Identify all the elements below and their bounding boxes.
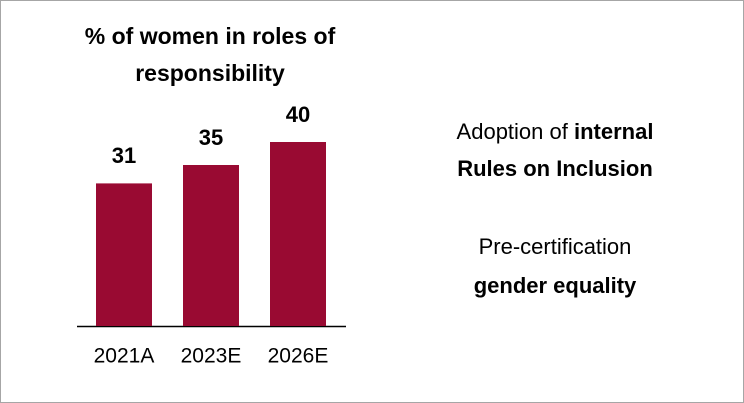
x-tick-label: 2026E — [268, 345, 329, 368]
side-text: Rules on Inclusion — [457, 156, 653, 181]
x-tick-label: 2023E — [181, 345, 242, 368]
bold-text: internal — [574, 119, 653, 144]
value-label: 40 — [286, 102, 310, 127]
bar — [183, 165, 239, 326]
bold-text: Rules on Inclusion — [457, 156, 653, 181]
text: Adoption of — [457, 119, 574, 144]
chart-title: % of women in roles of — [85, 23, 336, 49]
side-text: Pre-certification — [479, 234, 632, 259]
x-tick-label: 2021A — [94, 345, 155, 368]
bold-text: gender equality — [474, 273, 637, 298]
side-text: gender equality — [474, 273, 637, 298]
value-label: 31 — [112, 143, 136, 168]
text: Pre-certification — [479, 234, 632, 259]
side-text: Adoption of internal — [457, 119, 654, 144]
bar — [96, 183, 152, 326]
value-label: 35 — [199, 125, 223, 150]
chart-title: responsibility — [135, 60, 285, 86]
bar — [270, 142, 326, 326]
